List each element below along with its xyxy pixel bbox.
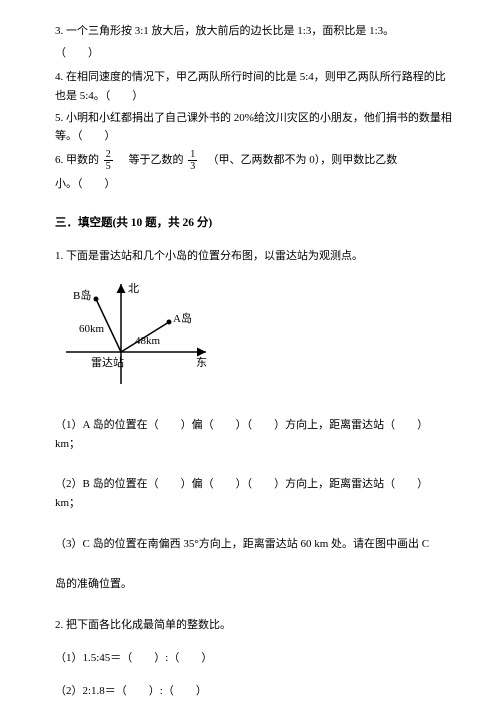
q5-text: 5. 小明和小红都捐出了自己课外书的 20%给汶川灾区的小朋友，他们捐书的数量相… xyxy=(55,112,452,143)
radar-diagram: B岛 北 60km A岛 48km 雷达站 东 xyxy=(51,274,221,394)
fraction-2-5: 2 5 xyxy=(104,149,113,172)
fill-q1: 1. 下面是雷达站和几个小岛的位置分布图，以雷达站为观测点。 xyxy=(55,247,452,266)
question-4: 4. 在相同速度的情况下，甲乙两队所行时间的比是 5:4，则甲乙两队所行路程的比… xyxy=(55,68,452,105)
fraction-1-3: 1 3 xyxy=(188,149,197,172)
q6-text-c: （甲、乙两数都不为 0），则甲数比乙数 xyxy=(202,154,397,166)
q6-text-d: 小。（ ） xyxy=(55,178,116,190)
q3-blank: （ ） xyxy=(55,47,99,59)
question-6-line2: 小。（ ） xyxy=(55,175,452,194)
fill-q1-3b: 岛的准确位置。 xyxy=(55,575,452,594)
frac-den: 5 xyxy=(104,161,113,172)
fill-q1-3: （3）C 岛的位置在南偏西 35°方向上，距离雷达站 60 km 处。请在图中画… xyxy=(55,535,452,554)
question-6: 6. 甲数的 2 5 等于乙数的 1 3 （甲、乙两数都不为 0），则甲数比乙数 xyxy=(55,149,452,172)
b-label: B岛 xyxy=(73,288,91,302)
fill-q2-1: （1）1.5:45＝（ ）:（ ） xyxy=(55,649,452,668)
fill-q2: 2. 把下面各比化成最简单的整数比。 xyxy=(55,616,452,635)
a-label: A岛 xyxy=(173,311,192,325)
question-3: 3. 一个三角形按 3:1 放大后，放大前后的边长比是 1:3，面积比是 1:3… xyxy=(55,22,452,41)
question-5: 5. 小明和小红都捐出了自己课外书的 20%给汶川灾区的小朋友，他们捐书的数量相… xyxy=(55,109,452,146)
a-point xyxy=(167,320,172,325)
q4-text: 4. 在相同速度的情况下，甲乙两队所行时间的比是 5:4，则甲乙两队所行路程的比… xyxy=(55,71,446,102)
q6-text-b: 等于乙数的 xyxy=(118,154,184,166)
fill-q1-2: （2）B 岛的位置在（ ）偏（ ）（ ）方向上，距离雷达站（ ）km； xyxy=(55,475,452,512)
north-label: 北 xyxy=(128,282,139,295)
fill-q2-2: （2）2:1.8＝（ ）:（ ） xyxy=(55,682,452,701)
q3-text: 3. 一个三角形按 3:1 放大后，放大前后的边长比是 1:3，面积比是 1:3… xyxy=(55,25,394,37)
east-label: 东 xyxy=(196,356,207,369)
dist48-label: 48km xyxy=(135,335,161,347)
q6-text-a: 6. 甲数的 xyxy=(55,154,99,166)
radar-label: 雷达站 xyxy=(91,355,124,369)
question-3-blank: （ ） xyxy=(55,44,452,63)
fill-q1-1: （1）A 岛的位置在（ ）偏（ ）（ ）方向上，距离雷达站（ ）km； xyxy=(55,416,452,453)
frac-den: 3 xyxy=(188,161,197,172)
frac-num: 1 xyxy=(188,149,197,161)
fq1-3-text: （3）C 岛的位置在南偏西 35°方向上，距离雷达站 60 km 处。请在图中画… xyxy=(55,538,429,550)
frac-num: 2 xyxy=(104,149,113,161)
b-point xyxy=(94,297,99,302)
section-3-title: 三．填空题(共 10 题，共 26 分) xyxy=(55,214,452,234)
dist60-label: 60km xyxy=(79,323,105,335)
